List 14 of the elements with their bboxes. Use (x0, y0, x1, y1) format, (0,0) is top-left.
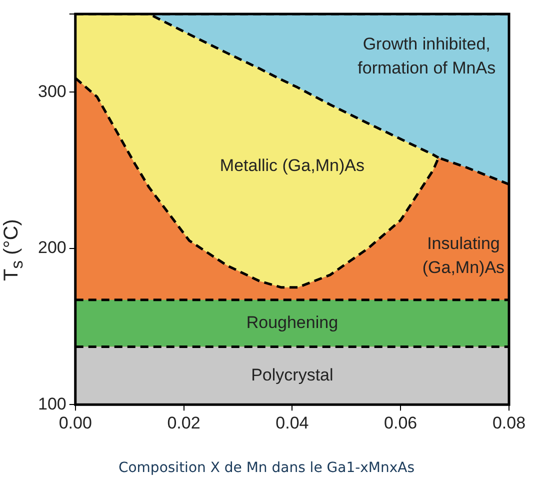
band-label: Roughening (246, 313, 338, 332)
y-tick-label: 100 (38, 394, 66, 414)
y-tick-label: 200 (38, 238, 66, 258)
band-label: Polycrystal (251, 365, 334, 384)
x-tick-label: 0.02 (167, 413, 200, 432)
x-tick-label: 0.04 (276, 413, 309, 432)
annotation: Insulating (Ga,Mn)As (422, 234, 505, 277)
x-axis-title: Composition X de Mn dans le Ga1-xMnxAs (117, 460, 416, 476)
x-tick-label: 0.06 (384, 413, 418, 432)
x-tick-label: 0.00 (58, 413, 92, 432)
y-tick-label: 300 (38, 82, 66, 101)
annotation: Metallic (Ga,Mn)As (220, 156, 364, 176)
x-tick-label: 0.08 (492, 413, 526, 432)
annotation: Growth inhibited, formation of MnAs (358, 34, 496, 78)
